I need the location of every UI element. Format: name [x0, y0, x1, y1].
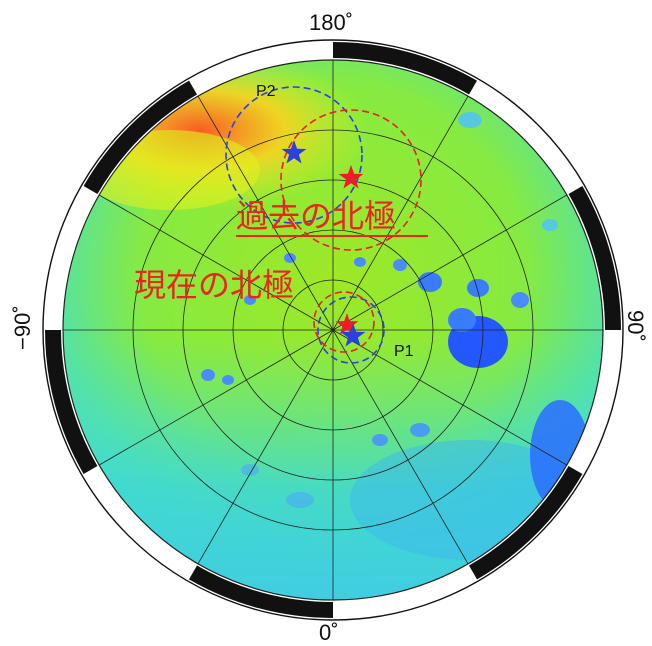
rim-ticks	[45, 42, 621, 618]
lon-label-left: −90˚	[10, 305, 35, 350]
past-pole-label: 過去の北極	[236, 197, 396, 235]
present-pole-red-star	[335, 313, 359, 335]
meridian-line	[98, 194, 334, 331]
rim-segment	[469, 466, 583, 580]
past-pole-red-circle	[280, 109, 422, 251]
p2-blue-circle	[225, 86, 363, 224]
p1-label: P1	[394, 343, 414, 360]
graticule	[63, 60, 603, 600]
meridian-line	[197, 95, 334, 331]
lon-label-right: 90˚	[623, 310, 648, 342]
rim-segment	[83, 80, 197, 194]
meridian-line	[332, 329, 568, 466]
rim-segment	[333, 42, 477, 95]
meridian-line	[197, 329, 334, 565]
present-pole-red-circle	[313, 291, 375, 353]
lon-label-top: 180˚	[309, 10, 353, 35]
p2-blue-star	[281, 140, 307, 164]
past-pole-red-star	[338, 165, 364, 189]
meridian-line	[332, 95, 469, 331]
meridian-line	[98, 329, 334, 466]
p1-blue-circle	[317, 296, 385, 364]
rim-segment	[45, 330, 98, 474]
p1-blue-star	[340, 323, 366, 347]
meridian-line	[332, 194, 568, 331]
present-pole-label: 現在の北極	[134, 266, 294, 304]
p2-label: P2	[256, 83, 276, 100]
rim-segment	[189, 565, 333, 618]
rim-segment	[568, 186, 621, 330]
disc-outline	[62, 59, 604, 601]
meridian-line	[332, 329, 469, 565]
lon-label-bottom: 0˚	[319, 620, 339, 645]
